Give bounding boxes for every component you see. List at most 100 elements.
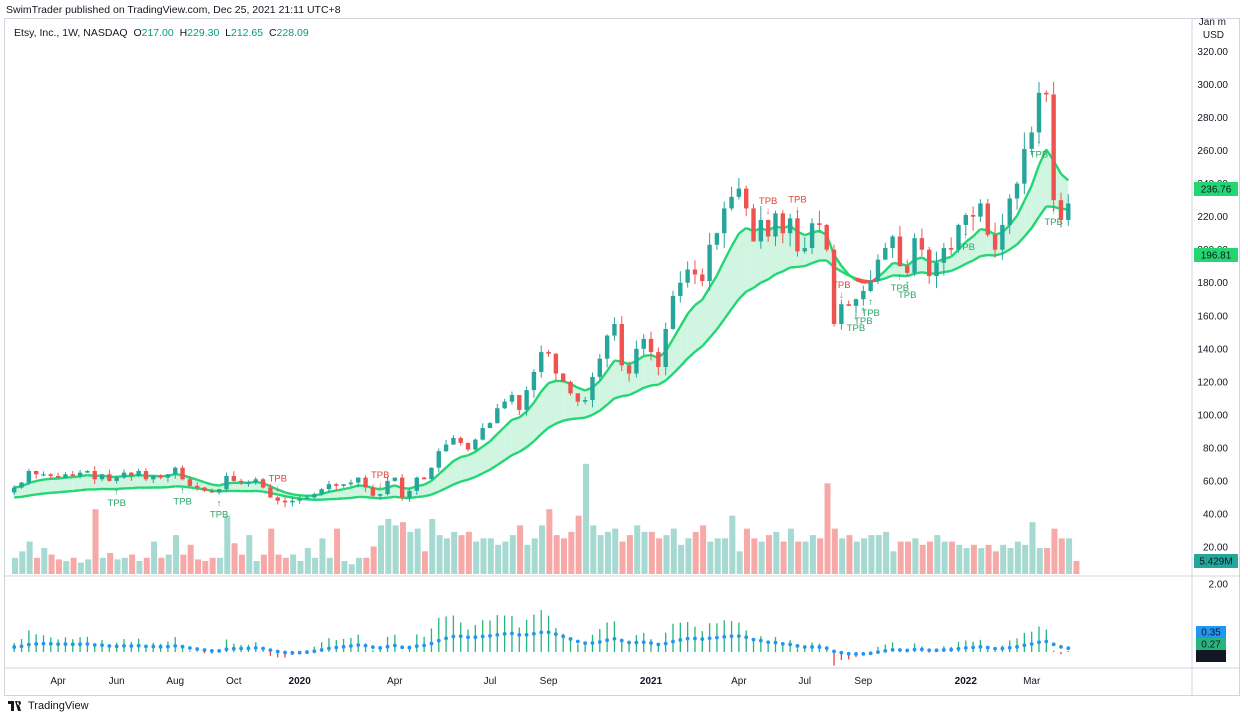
oscillator-dot xyxy=(356,643,361,647)
chart-frame xyxy=(4,18,1240,696)
oscillator-dot xyxy=(861,651,866,656)
oscillator-dot xyxy=(275,649,280,654)
band-upper-line xyxy=(460,454,469,459)
band-upper-line xyxy=(715,260,726,276)
time-tick-label: Apr xyxy=(731,676,747,687)
oscillator-dot xyxy=(590,641,595,645)
candle-body xyxy=(656,352,661,367)
candle-body xyxy=(107,474,112,481)
band-fill-segment xyxy=(358,485,366,498)
volume-bar xyxy=(41,548,48,574)
price-tick-label: 160.00 xyxy=(1197,311,1228,322)
candle-body xyxy=(729,196,734,209)
candle-body xyxy=(473,439,478,450)
volume-bar xyxy=(787,528,794,574)
volume-bar xyxy=(92,509,99,574)
oscillator-dot xyxy=(209,648,214,653)
band-upper-line xyxy=(701,286,711,301)
band-lower-line xyxy=(1030,216,1041,229)
oscillator-dot xyxy=(700,637,705,641)
oscillator-dot xyxy=(605,638,610,643)
band-lower-line xyxy=(760,278,769,284)
candle xyxy=(260,477,266,489)
candle xyxy=(173,466,178,479)
candle-body xyxy=(70,474,75,476)
candle-body xyxy=(890,236,895,249)
candle xyxy=(927,246,932,284)
oscillator-dot xyxy=(202,648,207,652)
oscillator-dot xyxy=(363,643,368,648)
band-lower-line xyxy=(621,393,630,398)
candle-body xyxy=(260,479,266,488)
price-tick-label: 100.00 xyxy=(1197,410,1228,421)
candle-body xyxy=(165,474,171,478)
band-fill-segment xyxy=(124,475,132,489)
band-fill-segment xyxy=(490,434,498,470)
oscillator-dot xyxy=(451,634,456,639)
candle-body xyxy=(209,490,215,493)
band-lower-line xyxy=(708,328,718,339)
band-lower-line xyxy=(650,383,659,387)
candle xyxy=(114,475,119,484)
oscillator-dot xyxy=(166,644,170,649)
band-upper-line xyxy=(196,478,205,484)
band-fill-segment xyxy=(973,229,981,261)
oscillator-dot xyxy=(963,645,968,650)
candle xyxy=(648,331,654,361)
candle-body xyxy=(282,500,288,503)
candle xyxy=(758,206,764,249)
band-lower-line xyxy=(182,485,191,489)
candle-body xyxy=(414,477,419,491)
oscillator-dot xyxy=(122,643,126,648)
oscillator-dot xyxy=(641,640,646,645)
band-fill-segment xyxy=(36,479,44,495)
band-fill-segment xyxy=(58,477,66,493)
volume-bar xyxy=(487,538,494,574)
band-lower-line xyxy=(503,454,513,462)
band-lower-line xyxy=(343,496,352,500)
volume-bar xyxy=(883,531,890,574)
candle-body xyxy=(524,390,529,410)
band-upper-line xyxy=(284,491,293,496)
tpb-label: TPB xyxy=(1044,217,1062,228)
band-lower-line xyxy=(43,491,51,495)
volume-bar xyxy=(722,538,729,574)
band-lower-line xyxy=(28,493,37,497)
candle-body xyxy=(963,215,968,225)
candle xyxy=(561,372,566,383)
tpb-arrow: ↑ xyxy=(963,231,968,242)
band-upper-line xyxy=(211,483,220,487)
volume-bar xyxy=(765,535,772,574)
band-lower-line xyxy=(299,497,308,501)
candle xyxy=(919,228,925,257)
band-upper-line xyxy=(840,265,850,276)
candle xyxy=(480,423,485,441)
oscillator-dot xyxy=(268,648,273,653)
tpb-arrow: ↑ xyxy=(854,312,859,323)
volume-bar xyxy=(758,541,765,574)
tpb-label: TPB xyxy=(107,498,125,509)
band-upper-line xyxy=(481,440,491,448)
band-fill-segment xyxy=(72,476,81,492)
volume-bar xyxy=(253,561,260,574)
band-lower-line xyxy=(943,269,952,274)
band-fill-segment xyxy=(753,228,761,288)
band-lower-line xyxy=(1023,227,1033,238)
oscillator-dot xyxy=(1022,643,1027,648)
price-tick-label: 40.00 xyxy=(1203,509,1228,520)
oscillator-dot xyxy=(539,630,544,635)
band-lower-line xyxy=(957,262,967,269)
oscillator-dot xyxy=(1051,642,1056,647)
candle-body xyxy=(348,482,354,485)
candle-series xyxy=(12,81,1071,508)
candle xyxy=(399,474,405,501)
band-fill-segment xyxy=(65,477,73,492)
volume-bar xyxy=(1058,538,1065,574)
oscillator-dot xyxy=(444,636,448,641)
band-upper-line xyxy=(548,379,557,385)
volume-bar xyxy=(165,554,172,574)
candle xyxy=(1000,213,1005,260)
band-upper-line xyxy=(269,485,279,491)
candle xyxy=(1029,126,1034,155)
